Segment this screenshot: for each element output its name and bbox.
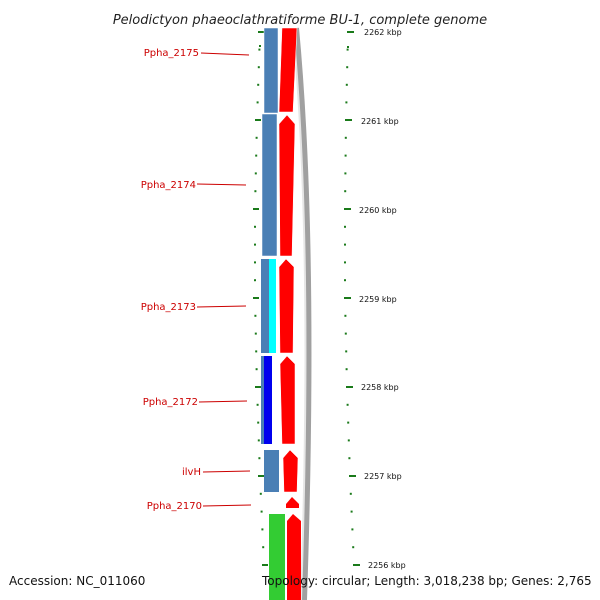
accession-text: Accession: NC_011060 [9, 574, 146, 588]
left-tick-marks [253, 31, 268, 566]
genome-title: Pelodictyon phaeoclathratiforme BU-1, co… [113, 13, 487, 28]
gene-label-ilvh[interactable]: ilvH [182, 467, 201, 478]
scale-label-2262: 2262 kbp [364, 28, 402, 37]
scale-label-2259: 2259 kbp [359, 295, 397, 304]
gene-block-ilvh[interactable] [264, 450, 279, 492]
cds-arrow[interactable] [286, 497, 299, 508]
scale-labels: 2262 kbp 2261 kbp 2260 kbp 2259 kbp 2258… [359, 28, 406, 570]
right-tick-marks [344, 31, 360, 566]
gene-block-ppha-2172[interactable] [264, 356, 272, 444]
gene-leader-line [200, 52, 250, 56]
scale-label-2256: 2256 kbp [368, 561, 406, 570]
cds-arrow[interactable] [282, 449, 299, 493]
gene-block-ppha-2170[interactable] [269, 514, 285, 600]
gene-leader-line [202, 504, 252, 507]
scale-label-2258: 2258 kbp [361, 383, 399, 392]
gene-block-ppha-2173[interactable] [269, 259, 276, 353]
scale-label-2261: 2261 kbp [361, 117, 399, 126]
gene-leader-line [196, 305, 247, 308]
gene-leader-line [202, 470, 251, 473]
cds-track [278, 27, 301, 600]
gene-leader-line [198, 400, 248, 403]
cds-arrow[interactable] [287, 514, 301, 600]
cds-arrow[interactable] [279, 355, 296, 445]
gene-track [261, 27, 285, 600]
gene-label-ppha-2170[interactable]: Ppha_2170 [147, 501, 202, 512]
gene-labels: Ppha_2175 Ppha_2174 Ppha_2173 Ppha_2172 … [141, 48, 252, 512]
cds-arrow[interactable] [278, 114, 296, 257]
cds-arrow[interactable] [278, 27, 298, 113]
gene-block-ppha-2174[interactable] [261, 113, 278, 257]
topology-text: Topology: circular; Length: 3,018,238 bp… [262, 574, 592, 588]
gene-label-ppha-2173[interactable]: Ppha_2173 [141, 302, 196, 313]
gene-block-ppha-2175[interactable] [263, 27, 279, 114]
gene-leader-line [196, 183, 247, 186]
genome-backbone-highlight [292, 27, 307, 600]
cds-arrow[interactable] [278, 258, 295, 354]
gene-block-ppha-2172-left[interactable] [261, 356, 264, 444]
scale-label-2260: 2260 kbp [359, 206, 397, 215]
gene-label-ppha-2174[interactable]: Ppha_2174 [141, 180, 196, 191]
gene-label-ppha-2175[interactable]: Ppha_2175 [144, 48, 199, 59]
gene-block-ppha-2173-left[interactable] [261, 259, 269, 353]
gene-label-ppha-2172[interactable]: Ppha_2172 [143, 397, 198, 408]
scale-label-2257: 2257 kbp [364, 472, 402, 481]
genome-backbone-line [293, 27, 312, 600]
